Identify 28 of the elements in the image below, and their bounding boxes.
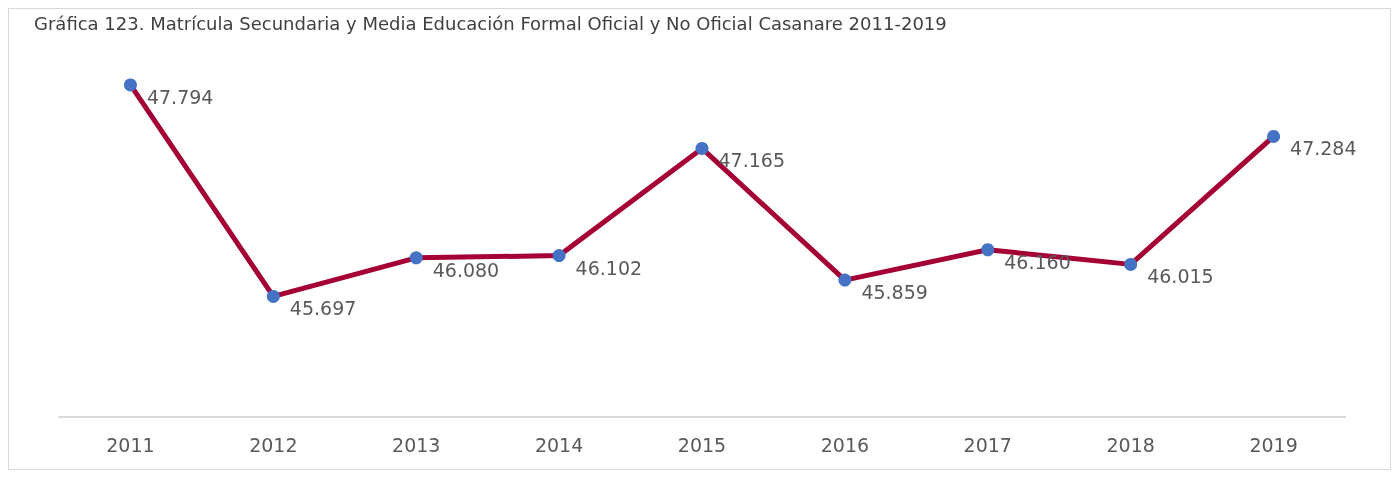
point bbox=[1124, 257, 1138, 271]
data-label: 47.284 bbox=[1290, 137, 1357, 160]
x-tick-label: 2016 bbox=[820, 433, 870, 456]
data-label: 47.165 bbox=[718, 149, 785, 172]
point bbox=[1267, 129, 1281, 143]
data-label: 47.794 bbox=[146, 85, 214, 108]
data-label: 46.080 bbox=[432, 258, 500, 281]
x-tick-label: 2017 bbox=[963, 433, 1012, 456]
x-tick-label: 2018 bbox=[1106, 433, 1155, 456]
point bbox=[981, 243, 995, 257]
point bbox=[266, 289, 280, 303]
x-tick-label: 2013 bbox=[392, 433, 441, 456]
data-label: 45.697 bbox=[289, 297, 357, 320]
point bbox=[552, 249, 566, 263]
x-tick-label: 2012 bbox=[249, 433, 298, 456]
data-label: 46.102 bbox=[575, 256, 643, 279]
chart-title: Gráfica 123. Matrícula Secundaria y Media Educación Formal Oficial y No Oficial Casanare 2011-2019 bbox=[34, 12, 947, 34]
data-label: 46.015 bbox=[1147, 265, 1214, 288]
x-tick-label: 2014 bbox=[534, 433, 584, 456]
x-tick-label: 2011 bbox=[106, 433, 155, 456]
point bbox=[123, 78, 137, 92]
data-label: 45.859 bbox=[861, 281, 928, 304]
point bbox=[409, 251, 423, 265]
x-tick-label: 2019 bbox=[1249, 433, 1298, 456]
data-label: 46.160 bbox=[1004, 250, 1071, 273]
point bbox=[838, 273, 852, 287]
point bbox=[695, 141, 709, 155]
x-tick-label: 2015 bbox=[677, 433, 727, 456]
